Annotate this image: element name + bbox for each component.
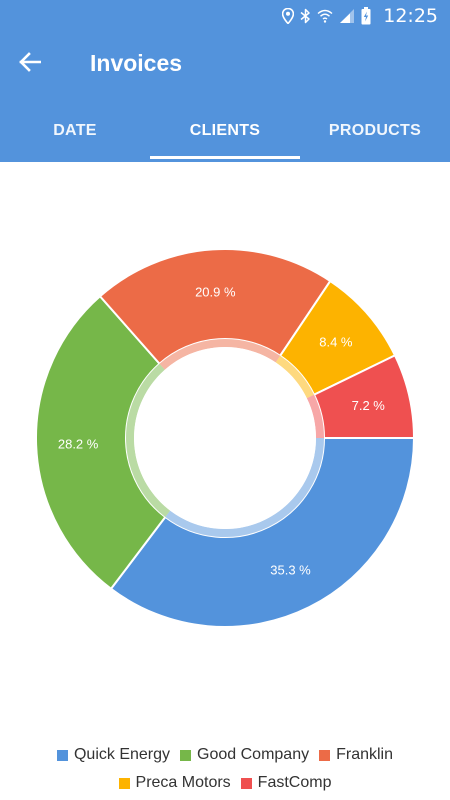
- app-bar: 12:25 Invoices DATE CLIENTS PRODUCTS: [0, 0, 450, 162]
- back-button[interactable]: [8, 42, 52, 86]
- legend-item-fastcomp[interactable]: FastComp: [240, 772, 332, 794]
- inner-ring-quick-energy: [165, 437, 324, 537]
- legend-item-franklin[interactable]: Franklin: [319, 744, 393, 766]
- status-bar: 12:25: [0, 0, 450, 32]
- bluetooth-icon: [300, 8, 311, 24]
- signal-icon: [339, 8, 355, 24]
- tab-clients[interactable]: CLIENTS: [189, 122, 261, 139]
- data-label-preca-motors: 8.4 %: [319, 334, 353, 349]
- inner-ring-fastcomp: [306, 394, 324, 439]
- inner-ring-good-company: [126, 363, 171, 517]
- toolbar: Invoices: [0, 32, 450, 100]
- donut-hole: [134, 347, 316, 529]
- tab-products[interactable]: PRODUCTS: [328, 122, 422, 139]
- legend-swatch: [180, 749, 192, 761]
- legend-item-preca-motors[interactable]: Preca Motors: [118, 772, 231, 794]
- location-icon: [282, 8, 295, 24]
- page-title: Invoices: [90, 50, 183, 76]
- data-label-fastcomp: 7.2 %: [352, 398, 386, 413]
- legend-label: Franklin: [336, 746, 393, 763]
- legend-swatch: [319, 749, 331, 761]
- legend-label: Good Company: [197, 746, 310, 763]
- legend-swatch: [240, 777, 252, 789]
- data-label-good-company: 28.2 %: [58, 437, 99, 452]
- legend-swatch: [56, 749, 68, 761]
- tab-bar: DATE CLIENTS PRODUCTS: [0, 100, 450, 162]
- status-icons: 12:25: [282, 4, 438, 28]
- donut-chart-svg: 35.3 % 28.2 % 20.9 % 8.4 % 7.2 %: [35, 248, 416, 628]
- status-time: 12:25: [383, 5, 438, 27]
- data-label-quick-energy: 35.3 %: [270, 563, 311, 578]
- legend-item-good-company[interactable]: Good Company: [180, 744, 309, 766]
- inner-ring-franklin: [159, 339, 281, 370]
- legend-swatch: [118, 777, 130, 789]
- data-label-franklin: 20.9 %: [195, 284, 236, 299]
- inner-ring-preca-motors: [275, 355, 315, 399]
- tab-date[interactable]: DATE: [53, 122, 97, 139]
- legend-label: Preca Motors: [135, 774, 231, 791]
- battery-charging-icon: [361, 7, 371, 25]
- legend-item-quick-energy[interactable]: Quick Energy: [56, 744, 171, 766]
- arrow-left-icon: [19, 51, 42, 77]
- wifi-icon: [317, 9, 333, 23]
- legend-label: FastComp: [257, 774, 332, 791]
- chart-legend: Quick Energy Good Company Franklin Preca…: [0, 744, 450, 794]
- legend-label: Quick Energy: [73, 746, 171, 763]
- tab-indicator: [150, 156, 300, 159]
- clients-donut-chart: 35.3 % 28.2 % 20.9 % 8.4 % 7.2 %: [0, 162, 450, 722]
